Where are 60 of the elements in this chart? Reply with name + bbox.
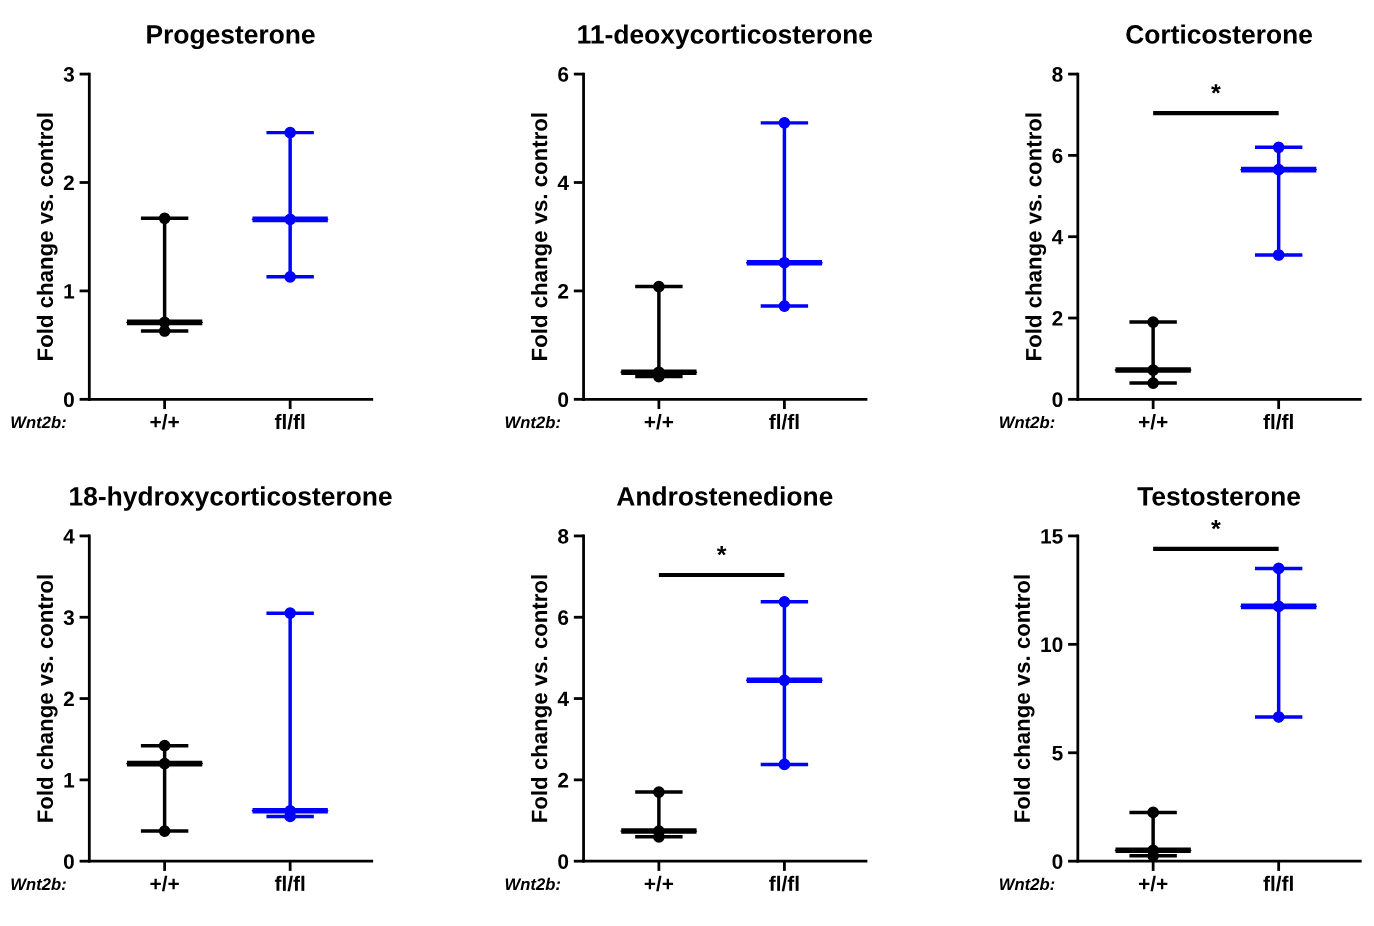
chart-title: 18-hydroxycorticosterone [70, 486, 392, 511]
x-tick-label: fl/fl [274, 875, 305, 892]
x-tick-label: +/+ [150, 875, 179, 892]
chart-title: Corticosterone [1126, 24, 1312, 44]
chart-title: Androstenedione [616, 486, 833, 506]
y-tick-label: 6 [558, 67, 569, 82]
x-axis-title: Wnt2b: [505, 877, 561, 891]
y-tick-label: 15 [1041, 529, 1063, 544]
y-tick-label: 6 [558, 610, 569, 625]
x-axis-title: Wnt2b: [505, 415, 561, 429]
y-tick-label: 0 [63, 854, 74, 869]
y-axis-title: Fold change vs. control [36, 113, 58, 360]
y-tick-label: 10 [1041, 637, 1063, 653]
x-tick-label: +/+ [150, 413, 179, 430]
x-axis-title: Wnt2b: [999, 415, 1055, 429]
y-tick-label: 0 [1052, 854, 1063, 869]
y-tick-label: 6 [1052, 148, 1063, 164]
x-tick-label: +/+ [1138, 413, 1168, 430]
y-tick-label: 4 [557, 175, 569, 191]
y-tick-label: 1 [64, 284, 75, 299]
y-axis-title: Fold change vs. control [1025, 113, 1047, 360]
x-tick-label: fl/fl [769, 413, 799, 430]
y-tick-label: 4 [557, 691, 569, 707]
y-tick-label: 2 [63, 691, 74, 707]
x-tick-label: +/+ [644, 875, 674, 892]
y-tick-label: 2 [558, 283, 569, 299]
x-tick-label: +/+ [1138, 875, 1168, 892]
y-tick-label: 5 [1052, 745, 1063, 761]
y-tick-label: 3 [63, 610, 74, 626]
y-tick-label: 0 [63, 392, 74, 408]
y-axis-title: Fold change vs. control [36, 575, 58, 822]
x-tick-label: fl/fl [769, 875, 799, 892]
annotation: * [716, 546, 727, 556]
x-tick-label: fl/fl [1263, 413, 1293, 430]
chart-title: Testosterone [1137, 487, 1301, 506]
y-tick-label: 0 [558, 392, 569, 408]
x-tick-label: fl/fl [1263, 875, 1293, 892]
y-tick-label: 8 [558, 528, 569, 544]
y-tick-label: 3 [63, 67, 74, 82]
y-tick-label: 2 [1052, 311, 1063, 326]
text: * [1211, 520, 1221, 530]
chart-title: 11-deoxycorticosterone [578, 24, 873, 49]
y-tick-label: 4 [63, 529, 75, 544]
y-axis-title: Fold change vs. control [1013, 575, 1035, 822]
y-tick-label: 1 [64, 773, 75, 788]
y-tick-label: 0 [558, 854, 569, 869]
y-tick-label: 8 [1052, 67, 1063, 82]
annotation: * [1211, 84, 1221, 94]
y-tick-label: 2 [63, 175, 74, 191]
y-tick-label: 4 [1051, 229, 1064, 245]
y-tick-label: 0 [1052, 392, 1063, 408]
x-tick-label: +/+ [644, 413, 674, 430]
x-axis-title: Wnt2b: [11, 877, 66, 891]
x-axis-title: Wnt2b: [11, 415, 66, 429]
y-axis-title: Fold change vs. control [531, 113, 552, 360]
x-axis-title: Wnt2b: [999, 877, 1055, 891]
x-tick-label: fl/fl [274, 413, 305, 430]
y-tick-label: 2 [558, 772, 569, 788]
chart-title: Progesterone [147, 25, 315, 50]
y-axis-title: Fold change vs. control [531, 575, 552, 822]
